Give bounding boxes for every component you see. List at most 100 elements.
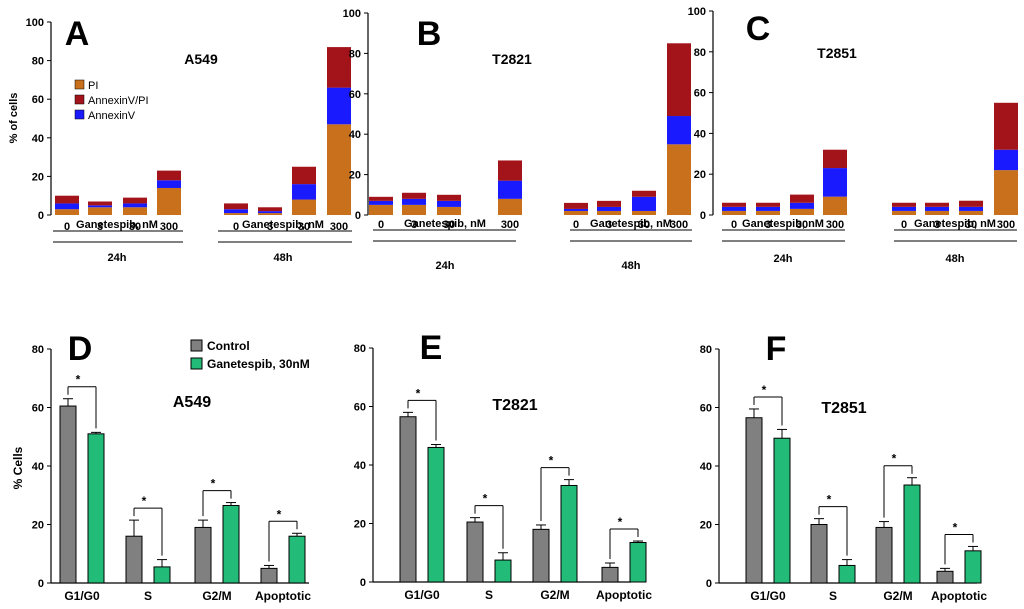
bar-annexinv-pi [498,160,522,181]
x-tick-label: 3 [97,221,103,233]
panel-letter: C [746,10,771,48]
bar-pi [597,210,621,215]
y-tick-label: 60 [354,402,366,414]
x-axis-label: Ganetespib, nM [404,218,486,230]
x-tick-label: 30 [443,219,455,231]
x-tick-label: 3 [934,219,940,231]
chart-title: T2821 [492,397,537,414]
bar-annexinv [756,206,780,211]
y-tick-label: 60 [349,89,361,101]
bar-annexinv-pi [564,202,588,209]
x-tick-label: 3 [267,221,273,233]
bar-pi [437,206,461,215]
y-tick-label: 80 [32,344,44,356]
bar-annexinv-pi [55,195,79,204]
bar-annexinv-pi [790,194,814,203]
x-tick-label: Apoptotic [596,588,652,602]
bar-annexinv [790,202,814,209]
bar-control [810,524,828,584]
y-axis-label: % of cells [8,93,20,144]
y-tick-label: 0 [38,210,44,222]
y-tick-label: 0 [38,578,44,590]
bar-annexinv-pi [437,194,461,201]
legend: Control Ganetespib, 30nM [190,339,310,371]
chart-title: T2851 [817,45,857,61]
bar-ganetespib [773,437,791,584]
bar-annexinv-pi [632,190,656,197]
bar-annexinv-pi [402,192,426,199]
bar-pi [994,170,1018,215]
bar-pi [892,210,916,215]
chart-title: A549 [184,51,218,67]
y-tick-label: 0 [706,578,712,590]
bar-annexinv [498,180,522,199]
panel-f: 0 20 40 60 80 * G1/G0 * S * G2/M * Apoptotic T2851 F [700,330,988,603]
legend-swatch [74,94,85,105]
bar-annexinv-pi [292,166,316,185]
x-tick-label: 30 [965,219,977,231]
bar-annexinv [88,205,112,208]
y-tick-label: 80 [694,47,706,59]
bar-pi [123,207,147,215]
significance-star: * [618,515,623,529]
y-tick-label: 40 [354,460,366,472]
bar-annexinv [667,116,691,145]
significance-star: * [277,507,282,521]
bar-annexinv-pi [925,202,949,207]
bar-annexinv [402,198,426,205]
bar-annexinv-pi [667,43,691,117]
y-tick-label: 100 [688,6,706,18]
bar-ganetespib [903,484,921,584]
bar-annexinv-pi [823,149,847,169]
group-label: 24h [108,252,127,264]
x-tick-label: 30 [796,219,808,231]
bar-annexinv-pi [258,207,282,212]
y-tick-label: 0 [355,210,361,222]
bar-pi [327,124,351,215]
y-tick-label: 60 [700,403,712,415]
y-tick-label: 20 [694,169,706,181]
x-tick-label: G2/M [883,589,912,603]
bar-control [532,528,550,583]
legend-label: AnnexinV [88,110,136,122]
bar-pi [667,144,691,215]
y-tick-label: 60 [32,94,44,106]
bar-pi [722,210,746,215]
bar-annexinv [55,203,79,210]
y-tick-label: 20 [354,519,366,531]
x-tick-label: 3 [411,219,417,231]
bar-control [260,567,278,584]
bar-control [125,535,143,584]
x-tick-label: 0 [233,221,239,233]
y-tick-label: 40 [700,461,712,473]
bar-annexinv [823,168,847,197]
y-tick-label: 0 [360,577,366,589]
bar-ganetespib [222,504,240,584]
bar-annexinv [597,206,621,211]
bar-control [466,521,484,583]
y-tick-label: 40 [349,129,361,141]
x-tick-label: Apoptotic [931,589,987,603]
bar-pi [632,210,656,215]
y-tick-label: 60 [32,403,44,415]
bar-annexinv [258,211,282,214]
y-tick-label: 40 [694,128,706,140]
panel-letter: B [417,15,442,53]
x-axis-label: Ganetespib, nM [242,219,324,231]
bar-pi [157,187,181,215]
y-tick-label: 20 [349,170,361,182]
significance-star: * [483,492,488,506]
legend-swatch [74,79,85,90]
x-tick-label: G1/G0 [750,589,786,603]
y-tick-label: 80 [700,344,712,356]
bar-control [601,566,619,583]
bar-pi [224,213,248,215]
bar-annexinv [369,200,393,205]
bar-pi [756,210,780,215]
significance-star: * [762,383,767,397]
x-axis-label: Ganetespib, nM [76,219,158,231]
y-tick-label: 40 [32,133,44,145]
x-tick-label: 300 [160,221,178,233]
